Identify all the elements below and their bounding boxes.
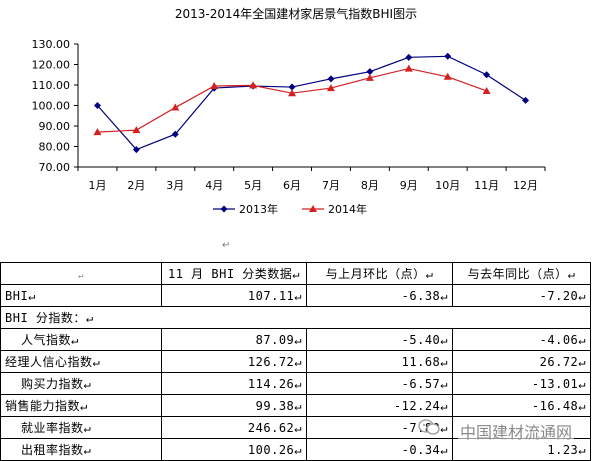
chart-title: 2013-2014年全国建材家居景气指数BHI图示 xyxy=(175,6,417,21)
row-yoy: -4.06↵ xyxy=(452,328,591,351)
row-name: BHI↵ xyxy=(0,284,162,307)
table-row: 经理人信心指数↵ 126.72↵ 11.68↵ 26.72↵ xyxy=(0,350,591,373)
data-point-2 xyxy=(132,126,141,134)
row-value: 246.62↵ xyxy=(161,416,307,439)
x-tick-label: 9月 xyxy=(400,179,418,192)
series-line-1 xyxy=(97,55,526,151)
data-point-2 xyxy=(365,73,374,81)
data-point-1 xyxy=(522,96,530,104)
data-point-1 xyxy=(405,53,413,61)
data-point-1 xyxy=(327,75,335,83)
row-yoy: -16.48↵ xyxy=(452,394,591,417)
row-value: 99.38↵ xyxy=(161,394,307,417)
wechat-icon xyxy=(418,419,440,435)
legend-label-1: 2013年 xyxy=(239,202,278,216)
x-tick-label: 11月 xyxy=(474,179,499,192)
row-mom: -6.57↵ xyxy=(306,372,453,395)
row-mom: -5.40↵ xyxy=(306,328,453,351)
y-tick-label: 100.00 xyxy=(32,100,71,113)
legend-marker-2 xyxy=(309,205,317,212)
data-point-2 xyxy=(93,128,102,136)
data-point-2 xyxy=(171,103,180,111)
data-point-2 xyxy=(404,64,413,72)
legend-marker-1 xyxy=(220,205,228,213)
section-blank xyxy=(306,306,453,329)
row-mom: 11.68↵ xyxy=(306,350,453,373)
row-mom: -6.38↵ xyxy=(306,284,453,307)
table-row: 销售能力指数↵ 99.38↵ -12.24↵ -16.48↵ xyxy=(0,394,591,417)
data-point-1 xyxy=(483,71,491,79)
row-name: 购买力指数↵ xyxy=(0,372,162,395)
row-name: 人气指数↵ xyxy=(0,328,162,351)
data-point-1 xyxy=(93,102,101,109)
data-point-1 xyxy=(444,52,452,60)
x-tick-label: 5月 xyxy=(244,179,262,192)
y-tick-label: 70.00 xyxy=(39,161,71,174)
row-value: 107.11↵ xyxy=(161,284,307,307)
data-point-1 xyxy=(288,83,296,91)
paragraph-mark: ↵ xyxy=(222,240,231,251)
bhi-line-chart: 2013-2014年全国建材家居景气指数BHI图示 70.00 80.00 90.0… xyxy=(32,6,546,216)
y-tick-label: 90.00 xyxy=(39,120,71,133)
header-cell-value: 11 月 BHI 分类数据↵ xyxy=(161,262,307,285)
data-point-2 xyxy=(443,72,452,80)
x-tick-label: 8月 xyxy=(361,179,379,192)
bhi-chart: 2013-2014年全国建材家居景气指数BHI图示 70.00 80.00 90.0… xyxy=(32,6,546,216)
x-tick-label: 4月 xyxy=(205,179,223,192)
data-point-1 xyxy=(171,130,179,138)
header-cell-empty: ↵ xyxy=(0,262,162,285)
row-value: 126.72↵ xyxy=(161,350,307,373)
data-point-1 xyxy=(132,146,140,154)
row-name: 出租率指数↵ xyxy=(0,438,162,461)
data-point-2 xyxy=(288,89,297,97)
data-point-2 xyxy=(210,82,219,90)
row-name: 经理人信心指数↵ xyxy=(0,350,162,373)
x-tick-label: 12月 xyxy=(513,179,538,192)
row-mom: -12.24↵ xyxy=(306,394,453,417)
x-tick-label: 6月 xyxy=(283,179,301,192)
table-row: 购买力指数↵ 114.26↵ -6.57↵ -13.01↵ xyxy=(0,372,591,395)
data-point-2 xyxy=(482,86,491,94)
data-point-2 xyxy=(326,84,335,92)
row-value: 100.26↵ xyxy=(161,438,307,461)
series-line-2 xyxy=(97,67,487,133)
x-tick-label: 1月 xyxy=(88,179,106,192)
x-tick-label: 2月 xyxy=(127,179,145,192)
x-tick-label: 10月 xyxy=(435,179,460,192)
row-name: 销售能力指数↵ xyxy=(0,394,162,417)
watermark-text: 中国建材流通网 xyxy=(457,419,574,443)
table-row-bhi: BHI↵ 107.11↵ -6.38↵ -7.20↵ xyxy=(0,284,591,307)
row-yoy: 26.72↵ xyxy=(452,350,591,373)
section-label: BHI 分指数：↵ xyxy=(0,306,162,329)
bhi-data-table: ↵ 11 月 BHI 分类数据↵ 与上月环比（点）↵ 与去年同比（点）↵ BHI… xyxy=(0,262,591,461)
header-cell-yoy: 与去年同比（点）↵ xyxy=(452,262,591,285)
section-blank xyxy=(161,306,307,329)
x-tick-label: 7月 xyxy=(322,179,340,192)
row-yoy: -13.01↵ xyxy=(452,372,591,395)
y-tick-label: 120.00 xyxy=(32,59,71,72)
row-value: 87.09↵ xyxy=(161,328,307,351)
header-cell-mom: 与上月环比（点）↵ xyxy=(306,262,453,285)
row-value: 114.26↵ xyxy=(161,372,307,395)
y-tick-label: 110.00 xyxy=(32,79,71,92)
table-header-row: ↵ 11 月 BHI 分类数据↵ 与上月环比（点）↵ 与去年同比（点）↵ xyxy=(0,262,591,285)
x-tick-label: 3月 xyxy=(166,179,184,192)
y-tick-label: 130.00 xyxy=(32,38,71,51)
data-point-2 xyxy=(249,81,258,89)
table-row: 出租率指数↵ 100.26↵ -0.34↵ 1.23↵ xyxy=(0,438,591,461)
data-point-1 xyxy=(366,68,374,76)
row-yoy: -7.20↵ xyxy=(452,284,591,307)
table-row: 人气指数↵ 87.09↵ -5.40↵ -4.06↵ xyxy=(0,328,591,351)
row-mom: -0.34↵ xyxy=(306,438,453,461)
section-blank xyxy=(452,306,591,329)
row-name: 就业率指数↵ xyxy=(0,416,162,439)
table-section-row: BHI 分指数：↵ xyxy=(0,306,591,329)
legend-label-2: 2014年 xyxy=(328,202,367,216)
y-tick-label: 80.00 xyxy=(39,141,71,154)
